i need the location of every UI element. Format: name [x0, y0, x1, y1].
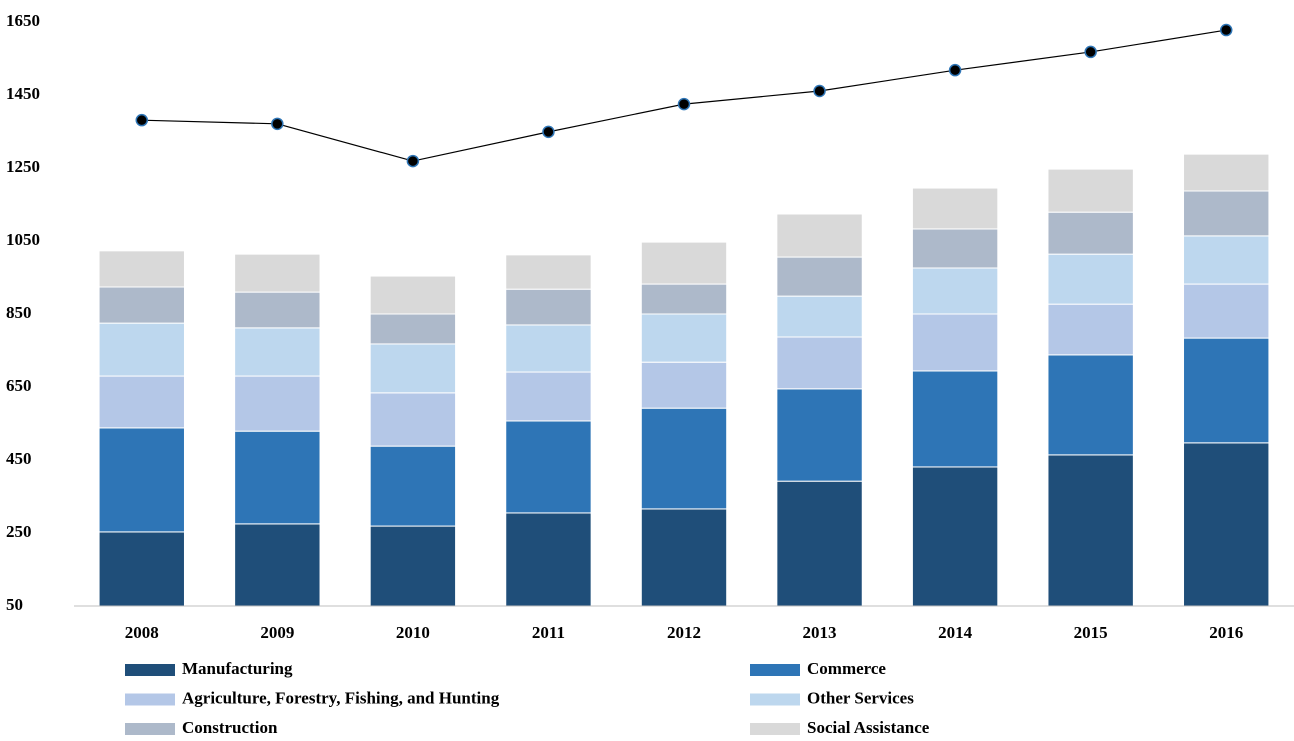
bar-segment — [911, 228, 999, 269]
legend-label: Other Services — [807, 688, 914, 707]
legend-label: Social Assistance — [807, 718, 930, 737]
bar-segment — [1047, 211, 1134, 255]
bar-segment — [1047, 354, 1134, 456]
line — [141, 29, 1227, 162]
bar-segment — [640, 361, 728, 409]
x-tick-label: 2012 — [667, 623, 701, 642]
bar-segment — [234, 430, 321, 525]
y-tick-label: 250 — [6, 522, 32, 541]
bar-segment — [911, 370, 999, 468]
legend-swatch — [750, 723, 800, 735]
bar-segment — [911, 187, 999, 230]
bar-segment — [776, 256, 863, 297]
x-tick-label: 2016 — [1209, 623, 1243, 642]
y-tick-label: 1450 — [6, 84, 40, 103]
bar-segment — [640, 283, 728, 315]
bar-segment — [1183, 283, 1270, 339]
bar-segment — [98, 286, 185, 324]
bar-segment — [1047, 168, 1134, 213]
bar-segment — [1047, 253, 1134, 305]
bar-segment — [98, 531, 185, 607]
x-tick-label: 2015 — [1074, 623, 1108, 642]
bar-segment — [234, 253, 321, 293]
line-marker — [677, 97, 691, 111]
bar-segment — [369, 445, 457, 527]
bar-segment — [1183, 235, 1270, 285]
bar-segment — [505, 324, 592, 373]
bar-segment — [369, 343, 457, 394]
line-marker — [948, 63, 962, 77]
bar-segment — [776, 295, 863, 338]
bar-segment — [505, 371, 592, 422]
bar-segment — [1183, 337, 1270, 444]
bar-segment — [98, 250, 185, 288]
legend-label: Agriculture, Forestry, Fishing, and Hunt… — [182, 688, 500, 707]
legend-swatch — [125, 664, 175, 676]
bar-segment — [640, 508, 728, 607]
x-tick-label: 2014 — [938, 623, 973, 642]
bar-segment — [234, 291, 321, 329]
bar-segment — [776, 213, 863, 258]
bar-segment — [911, 267, 999, 315]
legend-swatch — [125, 693, 175, 706]
legend-label: Commerce — [807, 659, 886, 678]
bar-segment — [776, 336, 863, 390]
x-tick-label: 2009 — [260, 623, 294, 642]
x-tick-label: 2011 — [532, 623, 565, 642]
line-marker — [135, 113, 149, 127]
bar-segment — [98, 427, 185, 533]
bar-segment — [1183, 190, 1270, 237]
x-tick-label: 2010 — [396, 623, 430, 642]
bar-segment — [1183, 153, 1270, 192]
bar-segment — [98, 322, 185, 377]
line-marker — [1219, 23, 1233, 37]
bar-segment — [505, 288, 592, 326]
bar-segment — [505, 512, 592, 607]
bar-segment — [234, 327, 321, 377]
bar-segment — [776, 388, 863, 482]
y-tick-label: 1650 — [6, 11, 40, 30]
y-tick-label: 50 — [6, 595, 23, 614]
y-tick-label: 850 — [6, 303, 32, 322]
line-marker — [271, 117, 284, 131]
bar-segment — [911, 313, 999, 372]
y-tick-label: 1050 — [6, 230, 40, 249]
bar-segment — [98, 375, 185, 429]
bar-segment — [234, 523, 321, 607]
bar-segment — [640, 407, 728, 510]
bar-segment — [1183, 442, 1270, 607]
legend-label: Construction — [182, 718, 278, 737]
line-marker — [1084, 45, 1097, 59]
bar-segment — [1047, 454, 1134, 607]
legend-swatch — [125, 723, 175, 735]
bar-segment — [505, 254, 592, 290]
bar-segment — [640, 241, 728, 285]
bar-segment — [369, 313, 457, 345]
bar-segment — [369, 392, 457, 447]
line-marker — [813, 84, 826, 98]
bar-segment — [911, 466, 999, 607]
bar-segment — [505, 420, 592, 514]
y-tick-label: 650 — [6, 376, 32, 395]
x-tick-label: 2013 — [803, 623, 837, 642]
legend-swatch — [750, 693, 800, 706]
bar-segment — [776, 480, 863, 607]
bar-segment — [640, 313, 728, 363]
x-tick-label: 2008 — [125, 623, 159, 642]
bar-segment — [369, 525, 457, 607]
legend-label: Manufacturing — [182, 659, 293, 678]
y-tick-label: 1250 — [6, 157, 40, 176]
bar-segment — [234, 375, 321, 432]
line-marker — [542, 125, 555, 139]
bar-segment — [369, 275, 457, 315]
legend-swatch — [750, 664, 800, 676]
line-marker — [406, 154, 420, 168]
y-tick-label: 450 — [6, 449, 32, 468]
bar-segment — [1047, 303, 1134, 356]
